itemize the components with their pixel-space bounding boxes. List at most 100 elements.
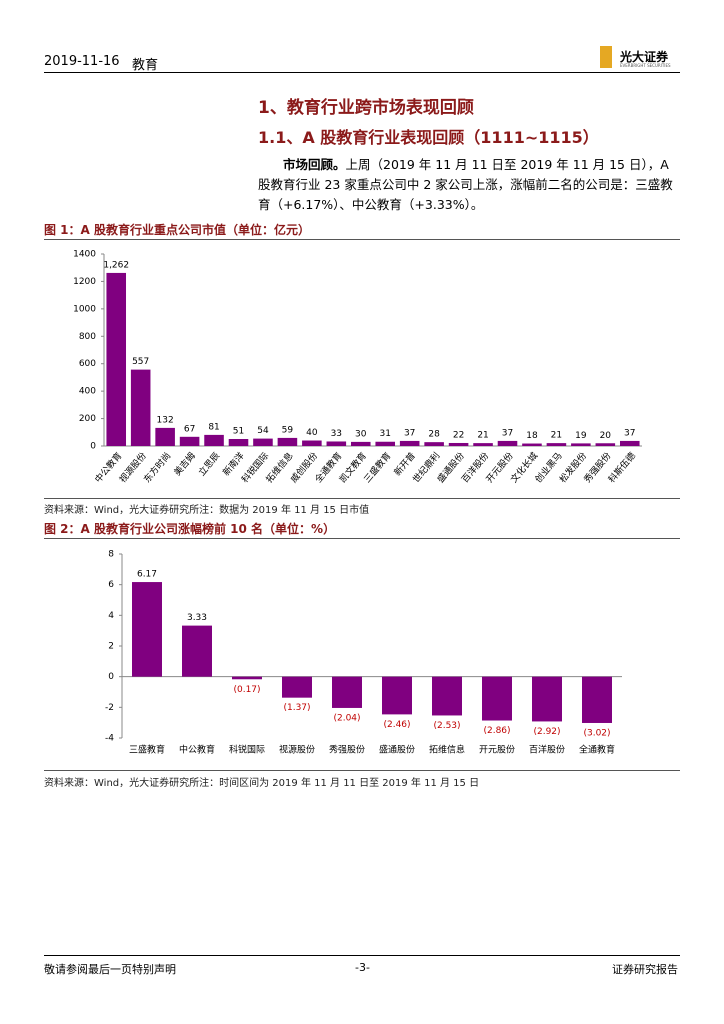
x-tick-label: 三盛教育 <box>129 744 165 756</box>
x-tick-label: 美吉姆 <box>171 450 198 478</box>
bar <box>155 427 175 446</box>
x-tick-label: 开元股份 <box>479 744 515 756</box>
data-label: (2.92) <box>533 727 560 737</box>
bar <box>473 443 493 446</box>
y-tick-label: 1000 <box>73 304 96 314</box>
y-tick-label: 0 <box>90 442 96 452</box>
bar <box>532 676 562 722</box>
y-tick-label: 8 <box>108 550 114 560</box>
figure-caption: 图 1：A 股教育行业重点公司市值（单位：亿元） <box>44 223 310 237</box>
y-tick-label: 800 <box>79 332 96 342</box>
data-label: (2.46) <box>383 720 410 730</box>
y-tick-label: 2 <box>108 642 114 652</box>
data-label: 19 <box>575 431 587 441</box>
figure-caption: 图 2：A 股教育行业公司涨幅榜前 10 名（单位：%） <box>44 522 336 536</box>
x-tick-label: 新南洋 <box>220 450 247 478</box>
data-label: 31 <box>380 429 391 439</box>
x-tick-label: 视源股份 <box>279 744 315 756</box>
y-tick-label: 1400 <box>73 250 96 260</box>
y-tick-label: 400 <box>79 387 96 397</box>
bar <box>546 443 567 446</box>
source-rule <box>44 498 680 499</box>
logo: 光大证券 <box>620 50 669 64</box>
bar <box>132 582 162 677</box>
y-tick-label: -2 <box>105 703 114 713</box>
header-sector: 教育 <box>132 58 159 73</box>
bar <box>522 443 542 446</box>
bar <box>232 676 262 680</box>
data-label: 20 <box>600 431 612 441</box>
heading-2: 1.1、A 股教育行业表现回顾（1111~1115） <box>258 128 599 147</box>
data-label: 3.33 <box>187 613 207 623</box>
x-tick-label: 拓维信息 <box>429 744 465 756</box>
bar <box>382 676 412 715</box>
source-rule <box>44 770 680 771</box>
data-label: 1,262 <box>103 260 129 270</box>
data-label: 59 <box>282 425 294 435</box>
bar <box>375 441 396 446</box>
bar <box>399 440 420 446</box>
data-label: 21 <box>551 431 562 441</box>
data-label: 30 <box>355 429 367 439</box>
y-tick-label: 600 <box>79 359 96 369</box>
logo-mark <box>600 46 612 68</box>
bar <box>424 442 444 446</box>
bar <box>582 676 612 723</box>
paragraph-lead: 市场回顾。 <box>283 157 346 172</box>
bar <box>571 443 591 446</box>
data-label: 37 <box>624 428 635 438</box>
paragraph-text: 上周（2019 年 11 月 11 日至 2019 年 11 月 15 日），A… <box>258 157 673 212</box>
x-tick-label: 新开普 <box>391 450 418 478</box>
y-tick-label: -4 <box>105 734 114 744</box>
bar <box>482 676 512 721</box>
data-label: (0.17) <box>233 685 260 695</box>
bar <box>277 437 298 446</box>
data-label: (3.02) <box>583 728 610 738</box>
bar <box>106 272 127 446</box>
footer-left: 敬请参阅最后一页特别声明 <box>44 963 176 976</box>
x-tick-label: 秀强股份 <box>329 744 365 756</box>
data-label: 67 <box>184 424 195 434</box>
y-tick-label: 0 <box>108 672 114 682</box>
x-tick-label: 立思辰 <box>196 450 223 478</box>
y-tick-label: 200 <box>79 414 96 424</box>
x-tick-label: 全通教育 <box>579 744 615 756</box>
bar <box>228 439 249 446</box>
bar <box>350 441 371 446</box>
bar <box>204 434 224 446</box>
bar <box>432 676 462 716</box>
heading-1: 1、教育行业跨市场表现回顾 <box>258 98 474 118</box>
data-label: (2.04) <box>333 713 360 723</box>
caption-rule <box>44 239 680 240</box>
footer-right: 证券研究报告 <box>612 963 678 976</box>
logo-en: EVERBRIGHT SECURITIES <box>620 63 671 68</box>
bar <box>130 369 151 446</box>
data-label: 37 <box>502 428 513 438</box>
bar <box>182 625 212 677</box>
data-label: 40 <box>306 428 318 438</box>
data-label: 6.17 <box>137 570 157 580</box>
data-label: 37 <box>404 428 415 438</box>
data-label: (2.86) <box>483 726 510 736</box>
footer-page: -3- <box>355 961 370 974</box>
data-label: (2.53) <box>433 721 460 731</box>
y-tick-label: 6 <box>108 580 114 590</box>
x-tick-label: 科锐国际 <box>229 744 265 756</box>
header-rule <box>44 72 680 73</box>
data-label: 54 <box>257 426 269 436</box>
data-label: 22 <box>453 430 464 440</box>
bar <box>302 440 322 446</box>
bar <box>619 440 640 446</box>
bar <box>179 436 200 446</box>
data-label: 28 <box>428 430 440 440</box>
bar <box>497 440 518 446</box>
bar <box>253 438 273 446</box>
bar <box>332 676 362 708</box>
bar <box>448 442 469 446</box>
data-label: 33 <box>331 429 342 439</box>
data-label: 132 <box>157 415 174 425</box>
data-label: 81 <box>208 422 219 432</box>
paragraph: 市场回顾。上周（2019 年 11 月 11 日至 2019 年 11 月 15… <box>258 155 682 215</box>
